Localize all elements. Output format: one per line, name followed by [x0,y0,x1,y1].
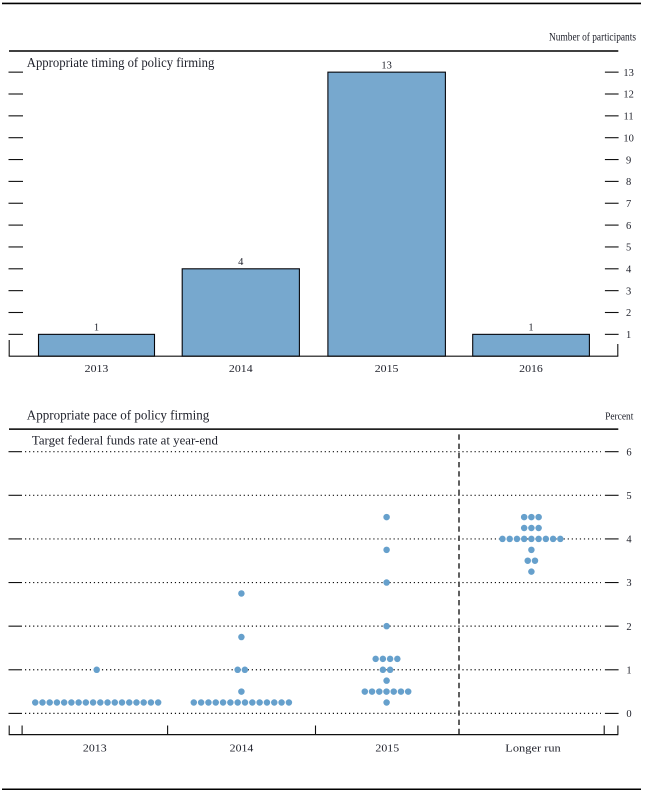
svg-text:1: 1 [94,323,99,334]
svg-text:2015: 2015 [375,363,399,375]
svg-text:11: 11 [624,112,634,123]
svg-text:13: 13 [381,60,392,71]
svg-text:2016: 2016 [519,363,543,375]
svg-text:2014: 2014 [230,743,254,755]
svg-text:10: 10 [623,133,634,144]
svg-text:7: 7 [626,199,631,210]
svg-text:12: 12 [623,90,634,101]
svg-text:5: 5 [626,491,631,502]
svg-text:8: 8 [626,177,631,188]
svg-text:Target federal funds rate at y: Target federal funds rate at year-end [32,433,219,447]
svg-text:Appropriate timing of policy f: Appropriate timing of policy firming [27,56,215,71]
svg-text:2013: 2013 [85,363,109,375]
svg-text:3: 3 [626,286,631,297]
svg-text:13: 13 [623,68,634,79]
svg-text:2: 2 [626,622,631,633]
svg-text:4: 4 [626,535,632,546]
svg-text:2: 2 [626,308,631,319]
svg-text:1: 1 [626,330,631,341]
svg-text:1: 1 [528,323,533,334]
svg-text:6: 6 [626,447,631,458]
svg-text:2014: 2014 [229,363,253,375]
svg-text:Appropriate pace of policy fir: Appropriate pace of policy firming [27,408,210,423]
svg-text:9: 9 [626,155,631,166]
svg-text:Percent: Percent [605,411,633,422]
svg-text:Number of participants: Number of participants [549,31,636,43]
svg-text:2015: 2015 [375,743,399,755]
svg-text:4: 4 [238,257,244,268]
svg-text:1: 1 [626,665,631,676]
svg-text:6: 6 [626,221,631,232]
svg-text:Longer run: Longer run [505,743,561,755]
svg-text:2013: 2013 [83,743,107,755]
svg-text:5: 5 [626,243,631,254]
svg-text:4: 4 [626,265,632,276]
svg-text:3: 3 [626,578,631,589]
svg-text:0: 0 [626,709,631,720]
